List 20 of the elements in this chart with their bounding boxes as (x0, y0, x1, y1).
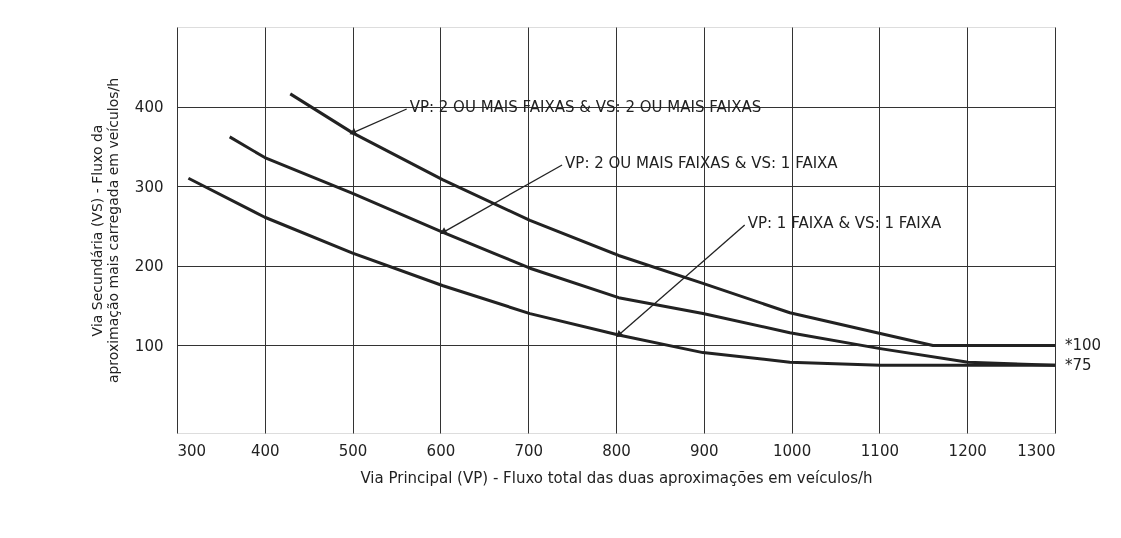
x-tick-label: 300 (177, 441, 207, 460)
x-tick-label: 700 (514, 441, 544, 460)
x-tick-label: 400 (250, 441, 280, 460)
x-tick-label: 500 (338, 441, 368, 460)
x-tick-label: 1200 (948, 441, 987, 460)
annotation: *75 (1065, 356, 1092, 375)
x-tick-label: 800 (602, 441, 631, 460)
x-tick-label: 1300 (1017, 441, 1056, 460)
x-tick-label: 1100 (860, 441, 899, 460)
y-tick-label: 300 (134, 177, 164, 196)
y-tick-label: 400 (134, 98, 164, 117)
x-tick-label: 900 (689, 441, 719, 460)
y-axis-title: Via Secundária (VS) - Fluxo da aproximação mais carregada em veículos/h (88, 77, 121, 384)
annotation: *100 (1065, 336, 1102, 355)
y-tick-label: 200 (134, 257, 164, 276)
line-series (288, 92, 1055, 347)
x-tick-label: 1000 (773, 441, 812, 460)
y-tick-label: 100 (134, 336, 164, 355)
x-axis-title: Via Principal (VP) - Fluxo total das duas aproximações em veículos/h (360, 468, 873, 487)
x-tick-label: 600 (426, 441, 456, 460)
